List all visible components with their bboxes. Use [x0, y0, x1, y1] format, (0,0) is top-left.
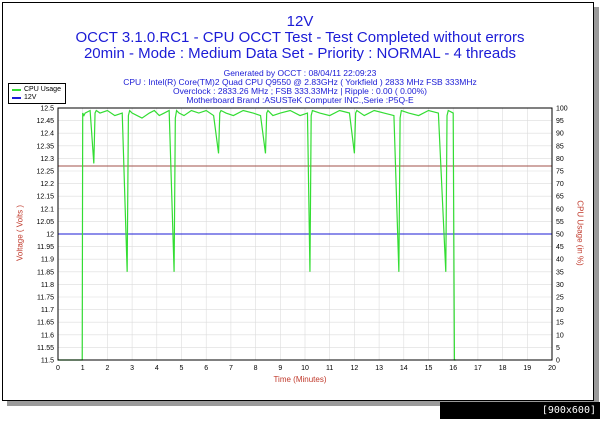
- y-tick-label: 12.1: [40, 206, 54, 213]
- series-line-cpu-usage: [58, 109, 456, 361]
- y-tick-label: 12.2: [40, 181, 54, 188]
- x-tick-label: 18: [499, 365, 507, 372]
- overclock-info: Overclock : 2833.26 MHz ; FSB 333.33MHz …: [172, 86, 427, 96]
- x-tick-label: 10: [301, 365, 309, 372]
- y-tick-label: 12.5: [40, 106, 54, 113]
- x-tick-label: 6: [204, 365, 208, 372]
- y2-tick-label: 20: [556, 307, 564, 314]
- y2-tick-label: 35: [556, 269, 564, 276]
- y2-tick-label: 45: [556, 244, 564, 251]
- legend-label-cpu: CPU Usage: [24, 86, 61, 93]
- y-tick-label: 11.65: [37, 320, 54, 327]
- x-tick-label: 2: [105, 365, 109, 372]
- y-tick-label: 12.25: [36, 169, 54, 176]
- y-tick-label: 11.5: [41, 358, 54, 365]
- x-tick-label: 13: [375, 365, 383, 372]
- chart-title: 12V: [286, 13, 314, 30]
- y-tick-label: 11.55: [37, 345, 54, 352]
- legend-item-12v: 12V: [12, 94, 36, 101]
- chart-legend: CPU Usage 12V: [8, 83, 66, 104]
- x-axis-title: Time (Minutes): [273, 375, 327, 384]
- series: [58, 109, 552, 361]
- y-tick-label: 11.75: [37, 295, 54, 302]
- y-tick-label: 11.95: [37, 244, 54, 251]
- y2-tick-label: 15: [556, 320, 564, 327]
- x-tick-label: 1: [81, 365, 85, 372]
- title-block: 12V OCCT 3.1.0.RC1 - CPU OCCT Test - Tes…: [0, 14, 600, 62]
- y2-tick-label: 50: [556, 232, 564, 239]
- plot-border: [57, 107, 553, 361]
- y-tick-label: 12.3: [40, 156, 54, 163]
- y2-tick-label: 30: [556, 282, 564, 289]
- y2-tick-label: 40: [556, 257, 564, 264]
- y-tick-label: 11.6: [41, 332, 54, 339]
- y-tick-label: 12.45: [36, 118, 54, 125]
- y-tick-label: 12: [46, 232, 54, 239]
- x-tick-label: 19: [523, 365, 531, 372]
- legend-label-12v: 12V: [24, 94, 37, 101]
- y-tick-label: 12.35: [36, 143, 54, 150]
- footer-watermark: [900x600] https://upic.me/: [440, 402, 600, 433]
- y2-tick-label: 80: [556, 156, 564, 163]
- chart-subtitle-test: OCCT 3.1.0.RC1 - CPU OCCT Test - Test Co…: [75, 29, 525, 46]
- x-tick-label: 20: [548, 365, 556, 372]
- y-tick-label: 12.05: [36, 219, 54, 226]
- y-tick-label: 11.85: [37, 269, 54, 276]
- legend-swatch-12v: [12, 96, 21, 99]
- cpu-info: CPU : Intel(R) Core(TM)2 Quad CPU Q9550 …: [123, 77, 477, 87]
- x-tick-label: 11: [326, 365, 333, 372]
- x-tick-label: 9: [278, 365, 282, 372]
- y2-tick-label: 85: [556, 143, 564, 150]
- x-tick-label: 7: [229, 365, 233, 372]
- x-tick-label: 3: [130, 365, 134, 372]
- chart-svg: 11.5 11.55 11.6 11.65 11.7 11.75 11.8 11.85 11.9…: [36, 106, 567, 373]
- y2-tick-label: 75: [556, 169, 564, 176]
- y-tick-label: 12.4: [40, 131, 54, 138]
- y-tick-label: 11.7: [41, 307, 54, 314]
- motherboard-info: Motherboard Brand :ASUSTeK Computer INC.…: [186, 95, 414, 105]
- y2-tick-label: 95: [556, 118, 564, 125]
- x-tick-label: 16: [449, 365, 457, 372]
- y2-tick-label: 5: [556, 345, 560, 352]
- y-tick-label: 11.9: [41, 257, 54, 264]
- x-tick-label: 4: [155, 365, 159, 372]
- generated-info: Generated by OCCT : 08/04/11 22:09:23: [223, 68, 377, 78]
- x-tick-label: 8: [254, 365, 258, 372]
- y2-tick-label: 90: [556, 131, 564, 138]
- x-tick-label: 5: [180, 365, 184, 372]
- x-tick-label: 14: [400, 365, 408, 372]
- y2-tick-label: 0: [556, 358, 560, 365]
- y2-tick-label: 70: [556, 181, 564, 188]
- x-tick-label: 15: [425, 365, 433, 372]
- y-tick-label: 12.15: [36, 194, 54, 201]
- y2-tick-label: 65: [556, 194, 564, 201]
- y2-tick-label: 25: [556, 295, 564, 302]
- legend-item-cpu: CPU Usage: [12, 86, 61, 93]
- x-tick-label: 0: [56, 365, 60, 372]
- chart-subtitle-mode: 20min - Mode : Medium Data Set - Priorit…: [83, 45, 517, 62]
- y2-tick-label: 10: [556, 332, 564, 339]
- legend-swatch-cpu: [12, 88, 21, 91]
- ticks: 11.5 11.55 11.6 11.65 11.7 11.75 11.8 11.85 11.9…: [36, 106, 567, 373]
- y-tick-label: 11.8: [41, 282, 54, 289]
- y2-tick-label: 60: [556, 206, 564, 213]
- x-tick-label: 17: [474, 365, 482, 372]
- y2-tick-label: 100: [556, 106, 568, 113]
- y2-tick-label: 55: [556, 219, 564, 226]
- x-tick-label: 12: [351, 365, 359, 372]
